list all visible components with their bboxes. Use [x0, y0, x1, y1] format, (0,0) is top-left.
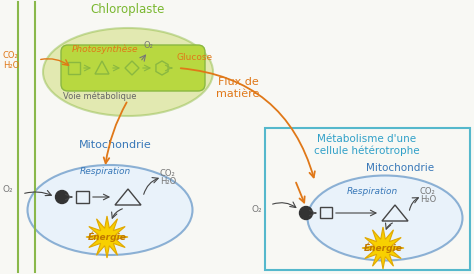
Text: Respiration: Respiration — [346, 187, 398, 196]
Text: CO₂: CO₂ — [3, 52, 19, 61]
Text: Photosynthèse: Photosynthèse — [72, 44, 138, 54]
FancyBboxPatch shape — [61, 45, 205, 91]
Text: Flux de
matière: Flux de matière — [216, 77, 260, 99]
Ellipse shape — [308, 176, 463, 261]
Text: Mitochondrie: Mitochondrie — [366, 163, 434, 173]
Text: CO₂: CO₂ — [420, 187, 436, 196]
Text: Métabolisme d'une
cellule hétérotrophe: Métabolisme d'une cellule hétérotrophe — [314, 134, 420, 156]
Text: O₂: O₂ — [252, 206, 263, 215]
Text: Énergie: Énergie — [364, 243, 402, 253]
Text: Mitochondrie: Mitochondrie — [79, 140, 151, 150]
Text: O₂: O₂ — [3, 185, 14, 195]
Text: O₂: O₂ — [143, 41, 153, 50]
Bar — [68, 62, 80, 74]
Text: H₂O: H₂O — [160, 176, 176, 185]
Text: H₂O: H₂O — [3, 61, 19, 70]
Ellipse shape — [43, 28, 213, 116]
Polygon shape — [362, 227, 404, 269]
Text: CO₂: CO₂ — [160, 169, 176, 178]
Text: Chloroplaste: Chloroplaste — [91, 4, 165, 16]
Polygon shape — [86, 216, 128, 258]
Text: Énergie: Énergie — [88, 232, 127, 242]
Ellipse shape — [27, 165, 192, 255]
Text: Glucose: Glucose — [177, 53, 213, 62]
Text: Voie métabolique: Voie métabolique — [63, 91, 137, 101]
Text: Respiration: Respiration — [79, 167, 131, 176]
Circle shape — [300, 207, 312, 219]
Circle shape — [55, 190, 69, 204]
Text: H₂O: H₂O — [420, 196, 436, 204]
